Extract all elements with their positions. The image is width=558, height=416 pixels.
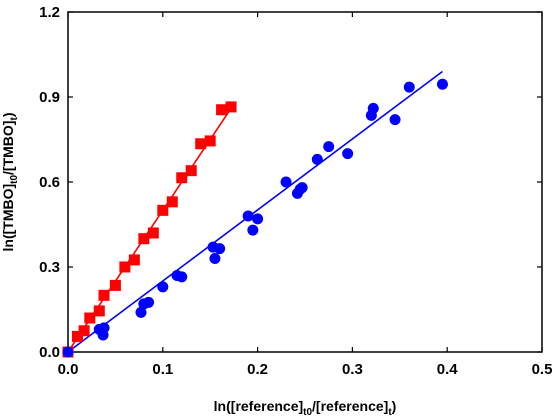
y-tick-label: 0.9: [39, 89, 60, 106]
x-axis-label: ln([reference]t0/[reference]t): [214, 398, 397, 416]
x-tick-label: 0.2: [247, 361, 268, 378]
square-marker: [157, 204, 169, 216]
square-marker: [176, 172, 188, 184]
square-marker: [78, 325, 90, 337]
square-marker: [216, 104, 228, 116]
circle-marker: [242, 210, 254, 222]
square-marker: [109, 279, 121, 291]
x-tick-label: 0.0: [58, 361, 79, 378]
circle-marker: [247, 224, 259, 236]
square-marker: [138, 233, 150, 245]
circle-marker: [403, 81, 415, 93]
square-marker: [84, 312, 96, 324]
circle-marker: [176, 271, 188, 283]
circle-marker: [214, 243, 226, 255]
circle-marker: [342, 148, 354, 160]
circle-marker: [311, 153, 323, 165]
square-marker: [119, 261, 131, 273]
data-markers: [62, 78, 448, 358]
x-tick-label: 0.1: [152, 361, 173, 378]
square-marker: [93, 305, 105, 317]
y-tick-label: 0.0: [39, 344, 60, 361]
circle-marker: [143, 296, 155, 308]
square-marker: [128, 254, 140, 266]
circle-marker: [296, 182, 308, 194]
x-tick-label: 0.4: [437, 361, 459, 378]
circle-marker: [157, 281, 169, 293]
y-tick-labels: 0.0 0.3 0.6 0.9 1.2: [39, 4, 60, 361]
circle-marker: [436, 78, 448, 90]
circle-marker: [98, 322, 110, 334]
y-tick-label: 0.3: [39, 259, 60, 276]
square-marker: [204, 135, 216, 147]
plot-frame: [67, 11, 543, 353]
axis-ticks: [67, 11, 543, 353]
circle-marker: [280, 176, 292, 188]
x-tick-label: 0.5: [532, 361, 553, 378]
square-marker: [225, 101, 237, 113]
circle-marker: [209, 253, 221, 264]
y-axis-label: ln([TMBO]t0/[TMBO]t): [0, 112, 20, 251]
circle-marker: [252, 213, 264, 225]
circle-marker: [135, 306, 147, 318]
circle-marker: [389, 114, 401, 126]
circle-marker: [367, 102, 379, 114]
square-marker: [71, 330, 83, 342]
square-marker: [195, 138, 207, 150]
circle-marker: [323, 141, 335, 153]
x-tick-label: 0.3: [342, 361, 363, 378]
fit-lines: [67, 70, 443, 353]
y-tick-label: 0.6: [39, 174, 60, 191]
circle-marker: [62, 346, 74, 358]
square-marker: [147, 227, 159, 239]
square-marker: [185, 165, 197, 177]
square-marker: [166, 196, 178, 208]
fit-line-1: [67, 70, 443, 353]
x-tick-labels: 0.0 0.1 0.2 0.3 0.4 0.5: [58, 361, 553, 378]
square-marker: [98, 289, 110, 301]
y-tick-label: 1.2: [39, 4, 60, 21]
